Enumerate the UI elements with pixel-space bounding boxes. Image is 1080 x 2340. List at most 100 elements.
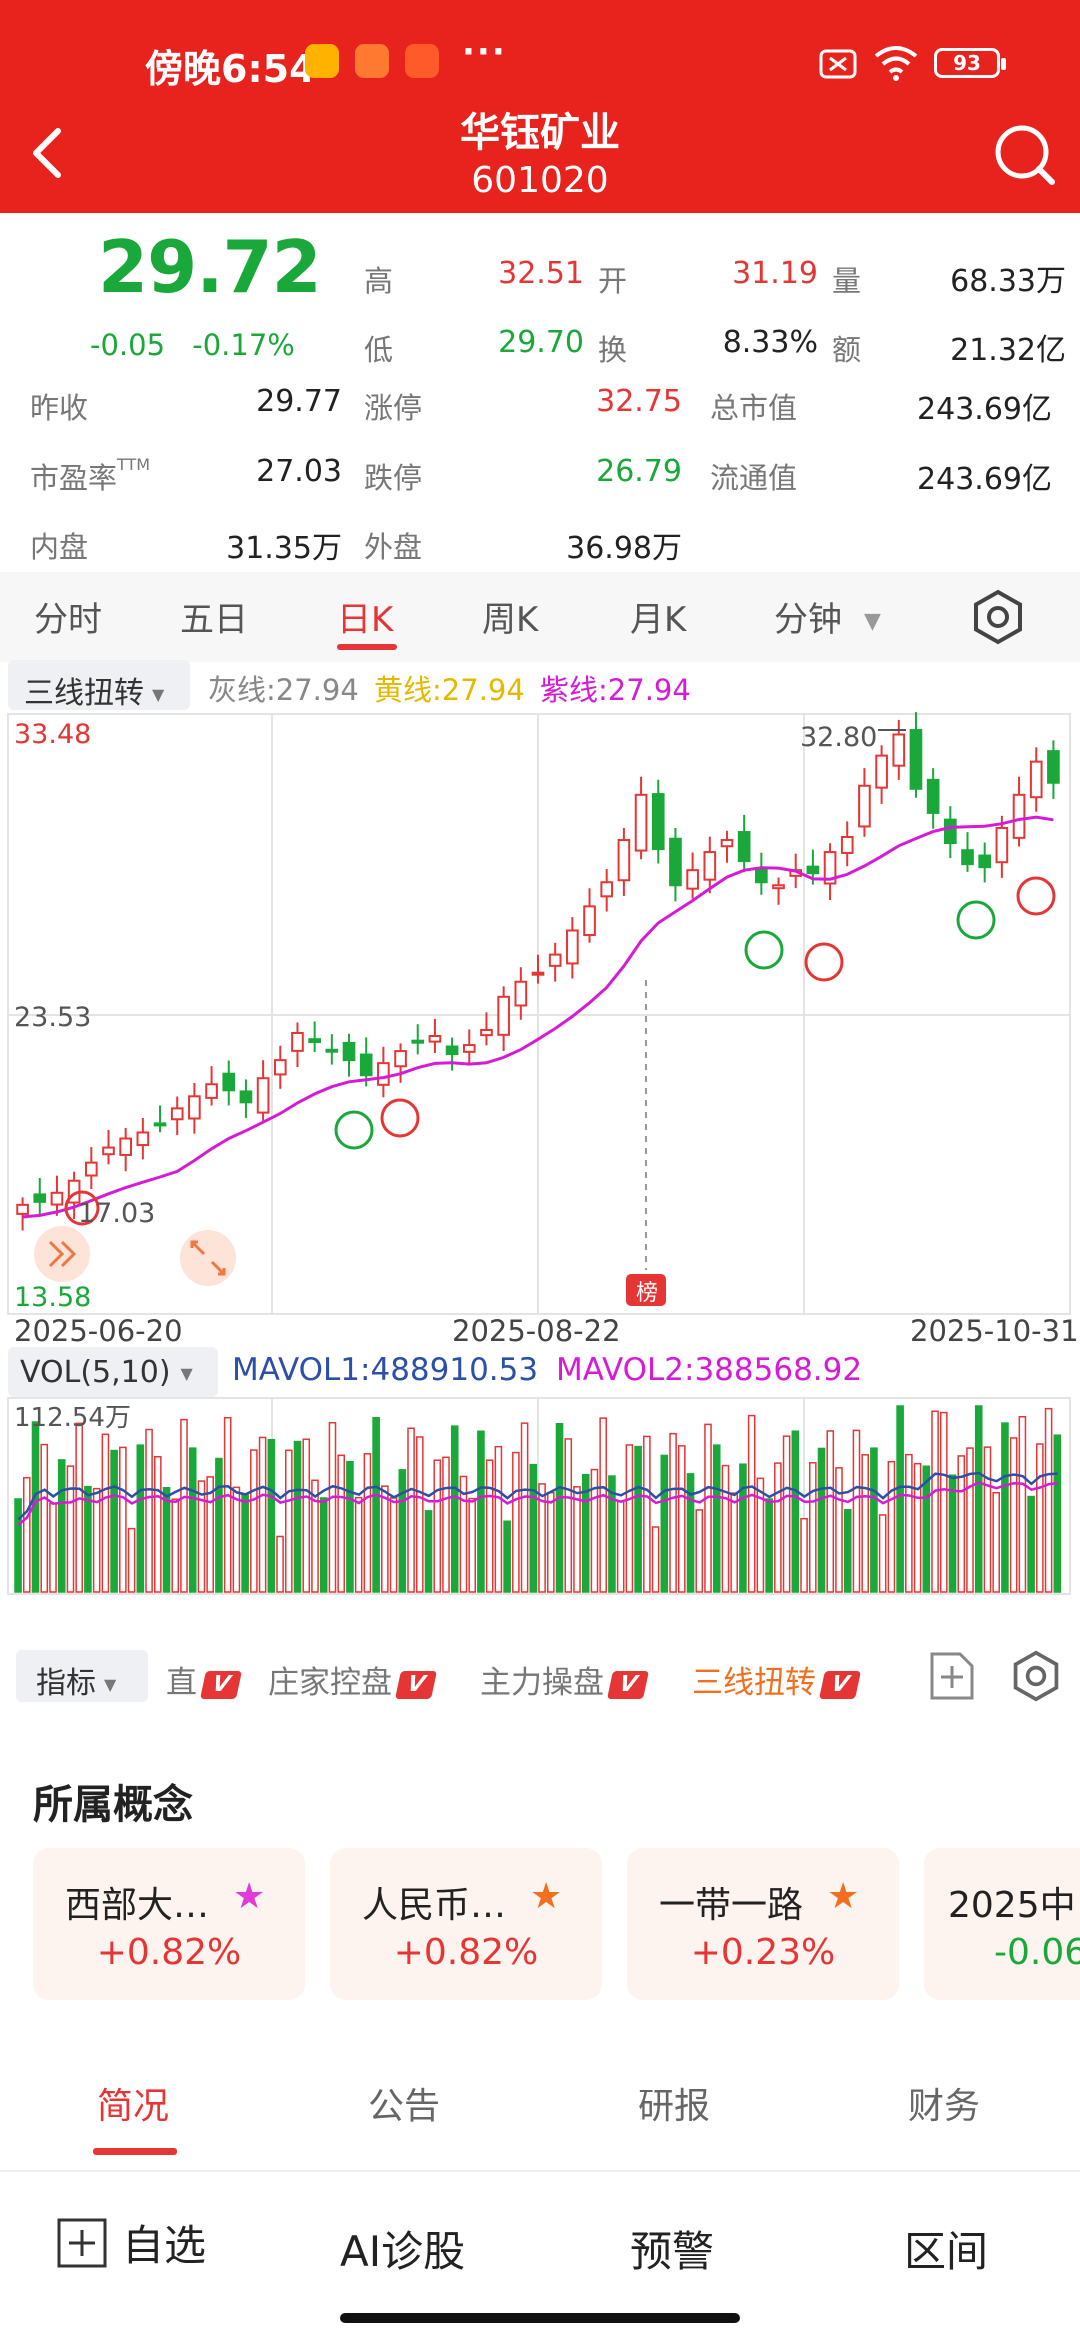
volume-bar-up [887,1460,896,1593]
ranking-badge-text: 榜 [636,1281,658,1306]
add-indicator-icon[interactable] [928,1650,976,1702]
volume-bar-down [372,1416,380,1593]
volume-bar-up [468,1497,476,1593]
mavol1-value: MAVOL1:488910.53 [232,1352,539,1388]
volume-bar-down [948,1474,957,1593]
label-limit-up: 涨停 [364,391,423,425]
volume-bar-up [381,1485,389,1593]
wifi-icon [874,46,918,81]
strip-item-partial-label: 直 [166,1665,197,1701]
strip-item-zhuangjia[interactable]: 庄家控盘 V [268,1657,437,1702]
candle-down [755,868,768,884]
candle-down [222,1072,236,1092]
volume-bar-up [1044,1407,1053,1593]
volume-bar-down [188,1447,197,1593]
indicator-settings-icon[interactable] [1010,1650,1062,1702]
home-indicator [340,2313,740,2323]
volume-indicator-select[interactable]: VOL(5,10) ▼ [8,1347,218,1397]
buy-signal-marker [804,942,844,982]
tab-announcements[interactable]: 公告 [368,2086,441,2127]
volume-bar-up [704,1423,712,1593]
back-arrow-icon[interactable] [20,115,80,195]
volume-bar-up [931,1410,939,1593]
volume-bar-up [276,1535,284,1593]
candle-up [823,851,837,885]
concept-card[interactable]: 西部大… ★ +0.82% [33,1848,305,2000]
volume-bar-up [966,1447,974,1593]
tab-financials[interactable]: 财务 [908,2086,981,2127]
caret-down-icon: ▼ [104,1675,117,1694]
stock-code: 601020 [471,160,609,201]
tab-overview[interactable]: 简况 [97,2086,170,2127]
expand-left-button[interactable] [34,1226,90,1282]
candle-down [669,837,682,887]
label-volume: 量 [832,264,862,298]
concept-name: 人民币… [362,1885,507,1926]
candle-down [359,1053,373,1077]
candle-up [600,881,614,898]
volume-bar-down [712,1444,721,1593]
ai-diagnosis-button[interactable]: AI诊股 [340,2227,466,2276]
candle-up [256,1077,270,1114]
volume-bar-down [241,1493,249,1593]
concept-pct: +0.82% [393,1932,539,1973]
candle-up [840,836,854,854]
volume-bar-down [843,1509,852,1593]
label-low: 低 [364,333,394,367]
volume-bar-up [101,1433,110,1593]
candle-up [892,733,906,767]
candle-up [720,839,734,848]
strip-item-sanxian-label: 三线扭转 [692,1665,816,1701]
strip-item-sanxian[interactable]: 三线扭转 V [692,1657,861,1702]
indicator-select[interactable]: 三线扭转 ▼ [8,660,190,711]
tab-intraday[interactable]: 分时 [34,600,102,640]
chart-settings-icon[interactable] [970,589,1026,645]
volume-bar-up [782,1435,791,1593]
volume-bar-up [250,1449,258,1593]
low-price-label: 17.03 [78,1198,155,1229]
bottom-tab-underline [93,2148,177,2155]
concept-card[interactable]: 人民币… ★ +0.82% [330,1848,602,2000]
range-button[interactable]: 区间 [904,2227,989,2276]
ranking-badge[interactable]: 榜 [626,1274,666,1306]
tab-weekly-k[interactable]: 周K [482,600,539,640]
volume-bar-down [424,1510,433,1593]
indicator-strip-select[interactable]: 指标 ▼ [16,1650,148,1702]
volume-bar-up [407,1427,415,1593]
volume-bar-up [546,1491,555,1593]
value-low: 29.70 [498,325,584,360]
volume-bar-down [608,1475,616,1593]
volume-bar-down [162,1487,171,1593]
search-icon[interactable] [990,120,1060,190]
candlesticks [16,712,1060,1231]
battery-indicator: 93 [934,48,1006,78]
volume-bar-down [581,1473,590,1593]
candle-up [514,980,528,1007]
label-limit-down: 跌停 [364,461,423,495]
alert-button[interactable]: 预警 [630,2227,715,2276]
candle-down [411,1039,425,1044]
y-bottom-label: 13.58 [14,1282,91,1313]
volume-bar-down [503,1520,511,1593]
concept-card[interactable]: 一带一路 ★ +0.23% [627,1848,899,2000]
add-watchlist-button[interactable]: 自选 [56,2212,206,2273]
current-price: 29.72 [98,225,322,309]
volume-bar-up [494,1445,503,1593]
tab-daily-k[interactable]: 日K [337,600,394,640]
k-line-chart[interactable]: 33.48 23.53 13.58 32.80 17.03 榜 [0,710,1080,1350]
tab-five-day[interactable]: 五日 [180,600,248,640]
strip-item-zhuli[interactable]: 主力操盘 V [480,1657,649,1702]
label-high: 高 [364,264,394,298]
tab-minute[interactable]: 分钟 ▼ [774,592,881,641]
volume-values: MAVOL1:488910.53 MAVOL2:388568.92 [232,1352,862,1388]
concept-card[interactable]: 2025中 -0.06 [924,1848,1080,2000]
volume-bar-down [739,1463,747,1593]
tab-monthly-k[interactable]: 月K [630,600,687,640]
tab-research[interactable]: 研报 [638,2086,711,2127]
volume-bar-up [800,1517,808,1593]
fullscreen-button[interactable] [180,1230,236,1286]
volume-bar-up [808,1462,817,1593]
volume-chart[interactable]: 112.54万 [0,1396,1080,1596]
volume-bar-up [852,1429,861,1593]
